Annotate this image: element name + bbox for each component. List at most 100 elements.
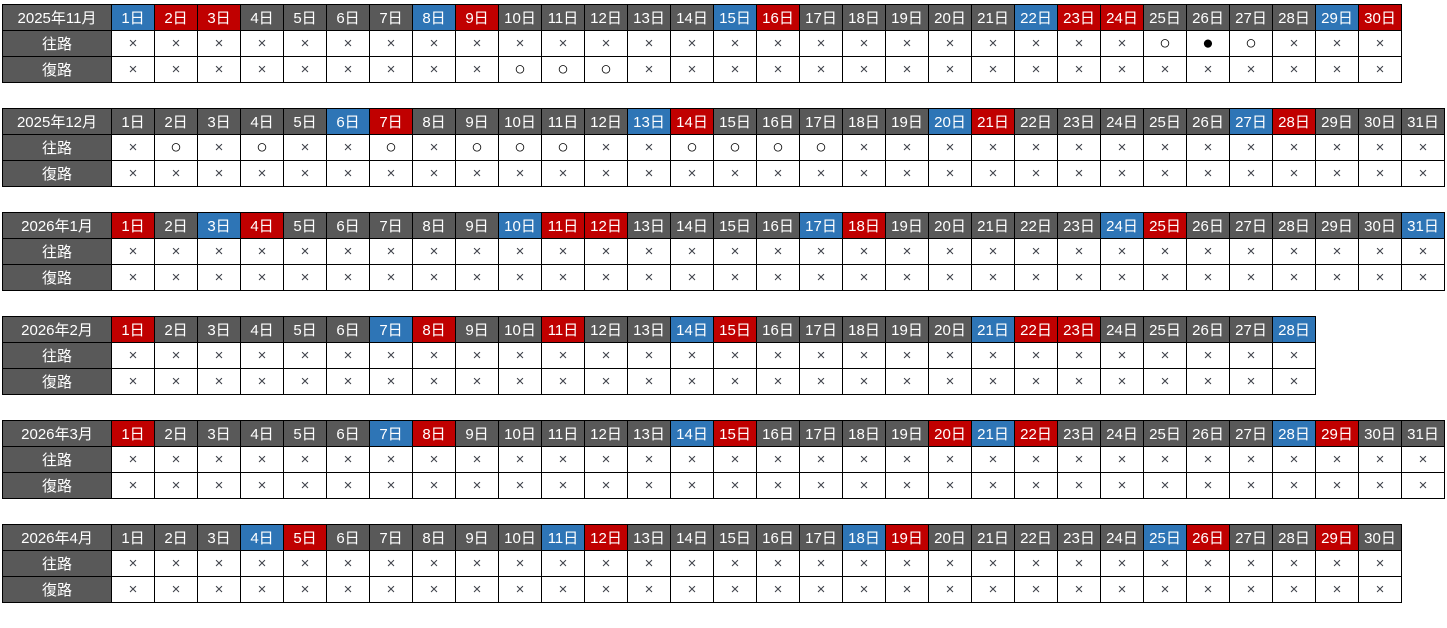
return-availability-cell[interactable]: ○ (541, 56, 585, 83)
return-availability-cell: × (455, 576, 499, 603)
outbound-availability-cell[interactable]: ● (1186, 30, 1230, 57)
outbound-row-label: 往路 (2, 30, 112, 57)
outbound-availability-cell: × (498, 238, 542, 265)
outbound-availability-cell: × (1057, 238, 1101, 265)
return-availability-cell: × (326, 368, 370, 395)
return-availability-cell: × (799, 56, 843, 83)
return-availability-cell: × (670, 472, 714, 499)
outbound-availability-cell[interactable]: ○ (1143, 30, 1187, 57)
return-availability-cell: × (971, 160, 1015, 187)
outbound-availability-cell: × (1315, 238, 1359, 265)
outbound-availability-cell[interactable]: ○ (1229, 30, 1273, 57)
outbound-availability-cell: × (1014, 446, 1058, 473)
day-header: 19日 (885, 524, 929, 551)
outbound-availability-cell: × (1272, 134, 1316, 161)
outbound-row-label: 往路 (2, 446, 112, 473)
outbound-availability-cell: × (412, 550, 456, 577)
return-availability-cell: × (1358, 160, 1402, 187)
day-header: 22日 (1014, 420, 1058, 447)
day-header: 29日 (1315, 212, 1359, 239)
return-availability-cell: × (369, 472, 413, 499)
day-header: 8日 (412, 420, 456, 447)
return-availability-cell: × (1057, 472, 1101, 499)
outbound-availability-cell: × (1143, 550, 1187, 577)
return-availability-cell: × (885, 472, 929, 499)
day-header: 25日 (1143, 316, 1187, 343)
return-availability-cell: × (1229, 576, 1273, 603)
day-header: 2日 (154, 108, 198, 135)
return-availability-cell: × (498, 472, 542, 499)
day-header: 8日 (412, 4, 456, 31)
outbound-availability-cell[interactable]: ○ (756, 134, 800, 161)
outbound-availability-cell[interactable]: ○ (240, 134, 284, 161)
outbound-availability-cell: × (498, 30, 542, 57)
outbound-availability-cell[interactable]: ○ (713, 134, 757, 161)
outbound-availability-cell: × (1186, 134, 1230, 161)
outbound-availability-cell: × (412, 238, 456, 265)
outbound-availability-cell[interactable]: ○ (498, 134, 542, 161)
outbound-availability-cell[interactable]: ○ (541, 134, 585, 161)
day-header: 24日 (1100, 212, 1144, 239)
day-header: 10日 (498, 212, 542, 239)
day-header: 16日 (756, 420, 800, 447)
outbound-availability-cell: × (670, 30, 714, 57)
day-header: 10日 (498, 108, 542, 135)
day-header: 13日 (627, 108, 671, 135)
day-header: 30日 (1358, 524, 1402, 551)
outbound-availability-cell[interactable]: ○ (670, 134, 714, 161)
outbound-availability-cell: × (1358, 238, 1402, 265)
day-header: 13日 (627, 212, 671, 239)
day-header: 27日 (1229, 316, 1273, 343)
outbound-availability-cell: × (1358, 550, 1402, 577)
return-availability-cell: × (240, 368, 284, 395)
outbound-availability-cell: × (885, 342, 929, 369)
outbound-availability-cell: × (369, 342, 413, 369)
day-header: 16日 (756, 108, 800, 135)
return-availability-cell: × (627, 576, 671, 603)
return-availability-cell: × (154, 472, 198, 499)
month-table: 2026年2月 1日 2日 3日 4日 5日 6日 7日 8日 9日 10日 11日 12日 13日 14日… (2, 316, 1316, 395)
day-header: 14日 (670, 420, 714, 447)
day-header: 29日 (1315, 4, 1359, 31)
day-header: 30日 (1358, 4, 1402, 31)
day-header: 14日 (670, 212, 714, 239)
return-availability-cell: × (455, 56, 499, 83)
return-availability-cell[interactable]: ○ (584, 56, 628, 83)
month-table: 2026年1月 1日 2日 3日 4日 5日 6日 7日 8日 9日 10日 11日 12日 13日 14日… (2, 212, 1445, 291)
outbound-availability-cell: × (928, 238, 972, 265)
outbound-availability-cell[interactable]: ○ (369, 134, 413, 161)
day-header: 21日 (971, 108, 1015, 135)
outbound-availability-cell: × (498, 342, 542, 369)
return-availability-cell: × (799, 264, 843, 291)
outbound-availability-cell: × (154, 550, 198, 577)
outbound-availability-cell: × (971, 134, 1015, 161)
outbound-availability-cell: × (1272, 30, 1316, 57)
outbound-availability-cell: × (756, 30, 800, 57)
outbound-availability-cell: × (1057, 342, 1101, 369)
day-header: 12日 (584, 524, 628, 551)
return-availability-cell: × (1143, 160, 1187, 187)
return-availability-cell: × (111, 576, 155, 603)
day-header: 11日 (541, 316, 585, 343)
day-header: 17日 (799, 524, 843, 551)
outbound-availability-cell: × (326, 342, 370, 369)
return-availability-cell: × (240, 264, 284, 291)
day-header: 22日 (1014, 4, 1058, 31)
outbound-availability-cell[interactable]: ○ (455, 134, 499, 161)
return-availability-cell: × (369, 56, 413, 83)
day-header: 21日 (971, 4, 1015, 31)
return-availability-cell: × (1229, 472, 1273, 499)
return-availability-cell: × (1100, 368, 1144, 395)
outbound-availability-cell: × (326, 238, 370, 265)
return-availability-cell: × (670, 56, 714, 83)
outbound-availability-cell: × (627, 30, 671, 57)
return-availability-cell[interactable]: ○ (498, 56, 542, 83)
day-header: 17日 (799, 212, 843, 239)
outbound-availability-cell: × (885, 30, 929, 57)
outbound-availability-cell: × (197, 134, 241, 161)
outbound-availability-cell[interactable]: ○ (154, 134, 198, 161)
return-availability-cell: × (885, 264, 929, 291)
return-availability-cell: × (885, 368, 929, 395)
outbound-availability-cell[interactable]: ○ (799, 134, 843, 161)
return-availability-cell: × (240, 160, 284, 187)
